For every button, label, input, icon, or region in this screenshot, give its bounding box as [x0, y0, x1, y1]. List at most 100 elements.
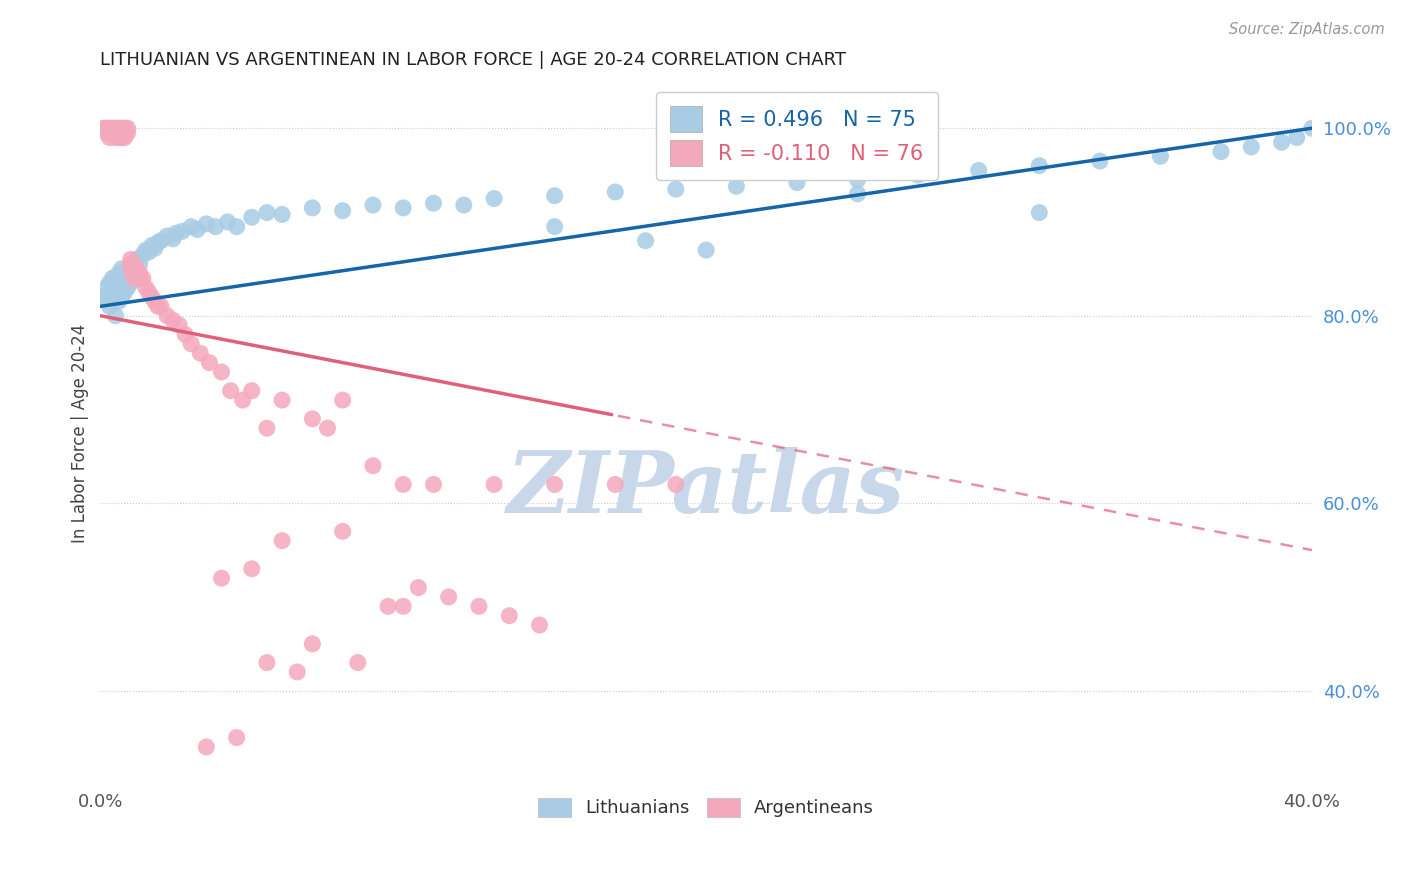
Point	[143, 294, 166, 309]
Point	[120, 252, 142, 267]
Point	[135, 280, 157, 294]
Point	[117, 126, 139, 140]
Point	[110, 276, 132, 290]
Point	[967, 163, 990, 178]
Point	[167, 318, 190, 332]
Point	[98, 130, 121, 145]
Point	[141, 290, 163, 304]
Point	[128, 257, 150, 271]
Point	[101, 285, 124, 300]
Point	[122, 271, 145, 285]
Text: ZIPatlas: ZIPatlas	[508, 448, 905, 531]
Point	[256, 205, 278, 219]
Point	[141, 238, 163, 252]
Point	[162, 313, 184, 327]
Point	[107, 280, 129, 294]
Point	[174, 327, 197, 342]
Point	[453, 198, 475, 212]
Point	[188, 346, 211, 360]
Point	[96, 121, 118, 136]
Point	[107, 130, 129, 145]
Point	[907, 168, 929, 182]
Point	[271, 533, 294, 548]
Point	[377, 599, 399, 614]
Point	[110, 126, 132, 140]
Point	[98, 121, 121, 136]
Point	[101, 126, 124, 140]
Point	[846, 173, 869, 187]
Point	[132, 271, 155, 285]
Point	[104, 130, 127, 145]
Point	[122, 271, 145, 285]
Text: Source: ZipAtlas.com: Source: ZipAtlas.com	[1229, 22, 1385, 37]
Point	[1301, 121, 1323, 136]
Point	[1240, 140, 1263, 154]
Point	[138, 244, 160, 259]
Point	[132, 248, 155, 262]
Point	[198, 355, 221, 369]
Point	[156, 229, 179, 244]
Point	[122, 257, 145, 271]
Point	[114, 121, 136, 136]
Point	[240, 562, 263, 576]
Point	[204, 219, 226, 234]
Point	[332, 203, 354, 218]
Point	[544, 477, 567, 491]
Point	[301, 201, 323, 215]
Point	[93, 290, 115, 304]
Point	[114, 271, 136, 285]
Point	[219, 384, 242, 398]
Text: LITHUANIAN VS ARGENTINEAN IN LABOR FORCE | AGE 20-24 CORRELATION CHART: LITHUANIAN VS ARGENTINEAN IN LABOR FORCE…	[100, 51, 846, 69]
Point	[361, 458, 384, 473]
Point	[482, 192, 505, 206]
Point	[104, 126, 127, 140]
Point	[114, 126, 136, 140]
Point	[225, 219, 247, 234]
Point	[149, 299, 172, 313]
Point	[301, 637, 323, 651]
Point	[93, 121, 115, 136]
Point	[195, 217, 218, 231]
Point	[271, 207, 294, 221]
Point	[529, 618, 551, 632]
Point	[125, 267, 148, 281]
Point	[392, 477, 415, 491]
Point	[422, 196, 444, 211]
Point	[605, 185, 627, 199]
Point	[437, 590, 460, 604]
Point	[110, 261, 132, 276]
Point	[162, 232, 184, 246]
Point	[634, 234, 657, 248]
Point	[125, 267, 148, 281]
Point	[149, 234, 172, 248]
Point	[392, 599, 415, 614]
Point	[110, 130, 132, 145]
Point	[217, 215, 239, 229]
Point	[128, 267, 150, 281]
Point	[225, 731, 247, 745]
Point	[104, 285, 127, 300]
Point	[695, 243, 717, 257]
Point	[392, 201, 415, 215]
Point	[104, 121, 127, 136]
Point	[1285, 130, 1308, 145]
Point	[285, 665, 308, 679]
Point	[122, 257, 145, 271]
Point	[1028, 205, 1050, 219]
Point	[240, 384, 263, 398]
Point	[240, 211, 263, 225]
Point	[107, 294, 129, 309]
Point	[128, 271, 150, 285]
Point	[482, 477, 505, 491]
Point	[138, 285, 160, 300]
Point	[110, 121, 132, 136]
Point	[544, 219, 567, 234]
Point	[786, 176, 808, 190]
Point	[96, 290, 118, 304]
Point	[498, 608, 520, 623]
Point	[165, 226, 187, 240]
Point	[408, 581, 430, 595]
Point	[180, 219, 202, 234]
Point	[186, 222, 208, 236]
Point	[107, 267, 129, 281]
